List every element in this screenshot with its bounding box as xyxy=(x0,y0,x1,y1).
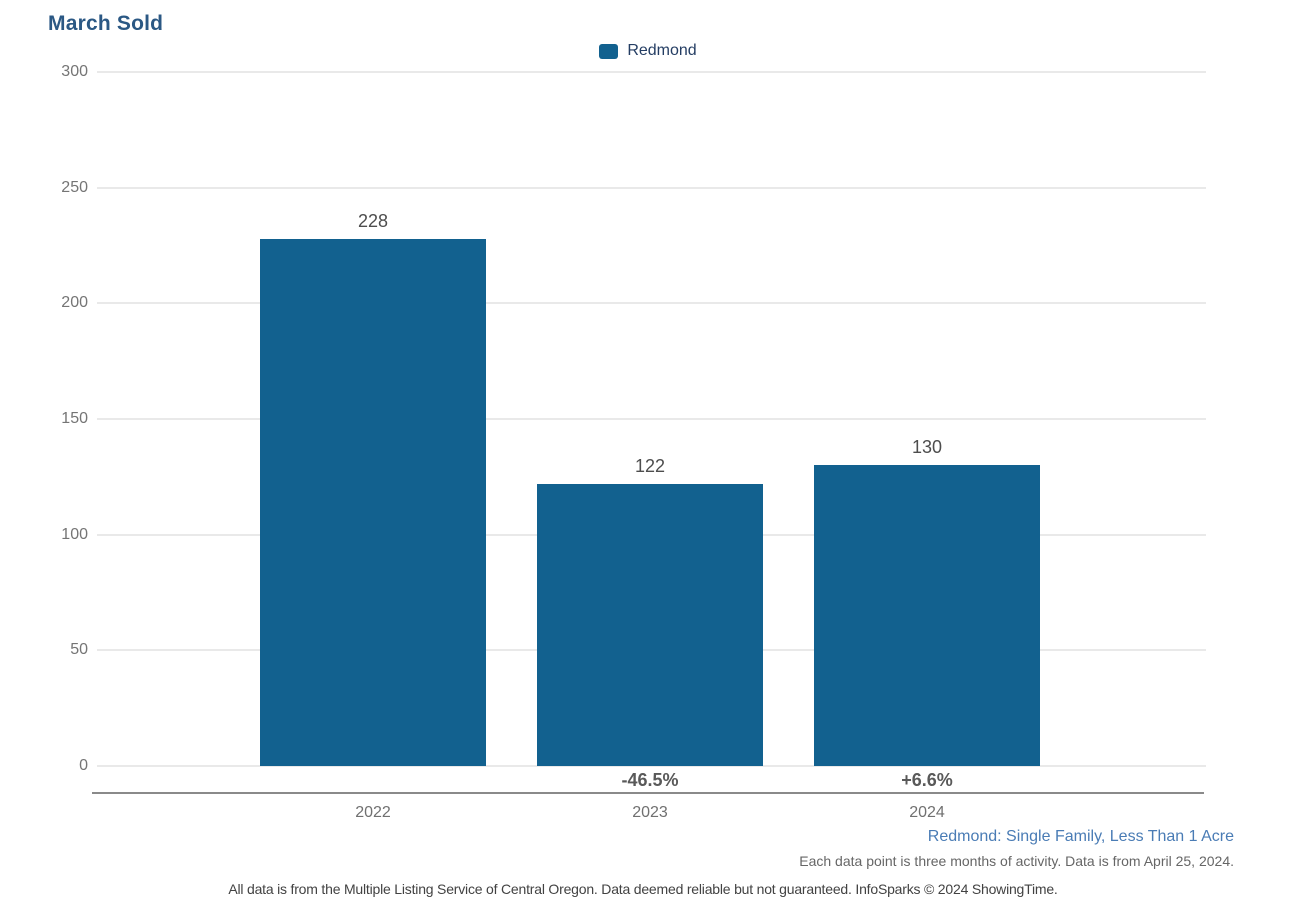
legend-label: Redmond xyxy=(627,42,697,59)
x-axis-category-label: 2023 xyxy=(632,804,668,821)
chart-title: March Sold xyxy=(48,12,164,35)
y-axis-tick-label: 100 xyxy=(61,525,88,543)
x-axis-line xyxy=(92,792,1204,794)
y-axis-tick-label: 250 xyxy=(61,178,88,196)
y-axis-tick-label: 0 xyxy=(79,757,88,774)
x-axis-category-label: 2022 xyxy=(355,804,391,821)
y-axis-tick-label: 300 xyxy=(61,63,88,80)
y-axis-tick-label: 50 xyxy=(70,641,88,659)
gridline-y200 xyxy=(97,302,1206,305)
legend-item-redmond[interactable]: Redmond xyxy=(599,42,697,60)
pct-change-label: +6.6% xyxy=(901,770,953,790)
gridline-y250 xyxy=(97,186,1206,189)
bar-value-label: 130 xyxy=(911,437,943,458)
bar-2024[interactable] xyxy=(814,465,1040,766)
series-descriptor-link[interactable]: Redmond: Single Family, Less Than 1 Acre xyxy=(927,828,1234,845)
gridline-y150 xyxy=(97,418,1206,420)
gridline-y300 xyxy=(97,71,1206,73)
y-axis-tick-label: 200 xyxy=(61,294,88,312)
gridline-y0 xyxy=(97,765,1206,767)
x-axis-category-label: 2024 xyxy=(909,804,945,821)
y-axis-tick-label: 150 xyxy=(61,410,88,427)
bar-2022[interactable] xyxy=(260,238,486,766)
bar-2023[interactable] xyxy=(537,483,763,766)
bar-value-label: 122 xyxy=(634,455,666,476)
legend: Redmond xyxy=(0,42,1296,60)
legend-square-icon xyxy=(599,43,619,59)
bar-value-label: 228 xyxy=(357,210,389,231)
disclaimer-text: All data is from the Multiple Listing Se… xyxy=(228,881,1058,897)
pct-change-label: -46.5% xyxy=(621,770,679,790)
data-note: Each data point is three months of activ… xyxy=(799,853,1234,869)
